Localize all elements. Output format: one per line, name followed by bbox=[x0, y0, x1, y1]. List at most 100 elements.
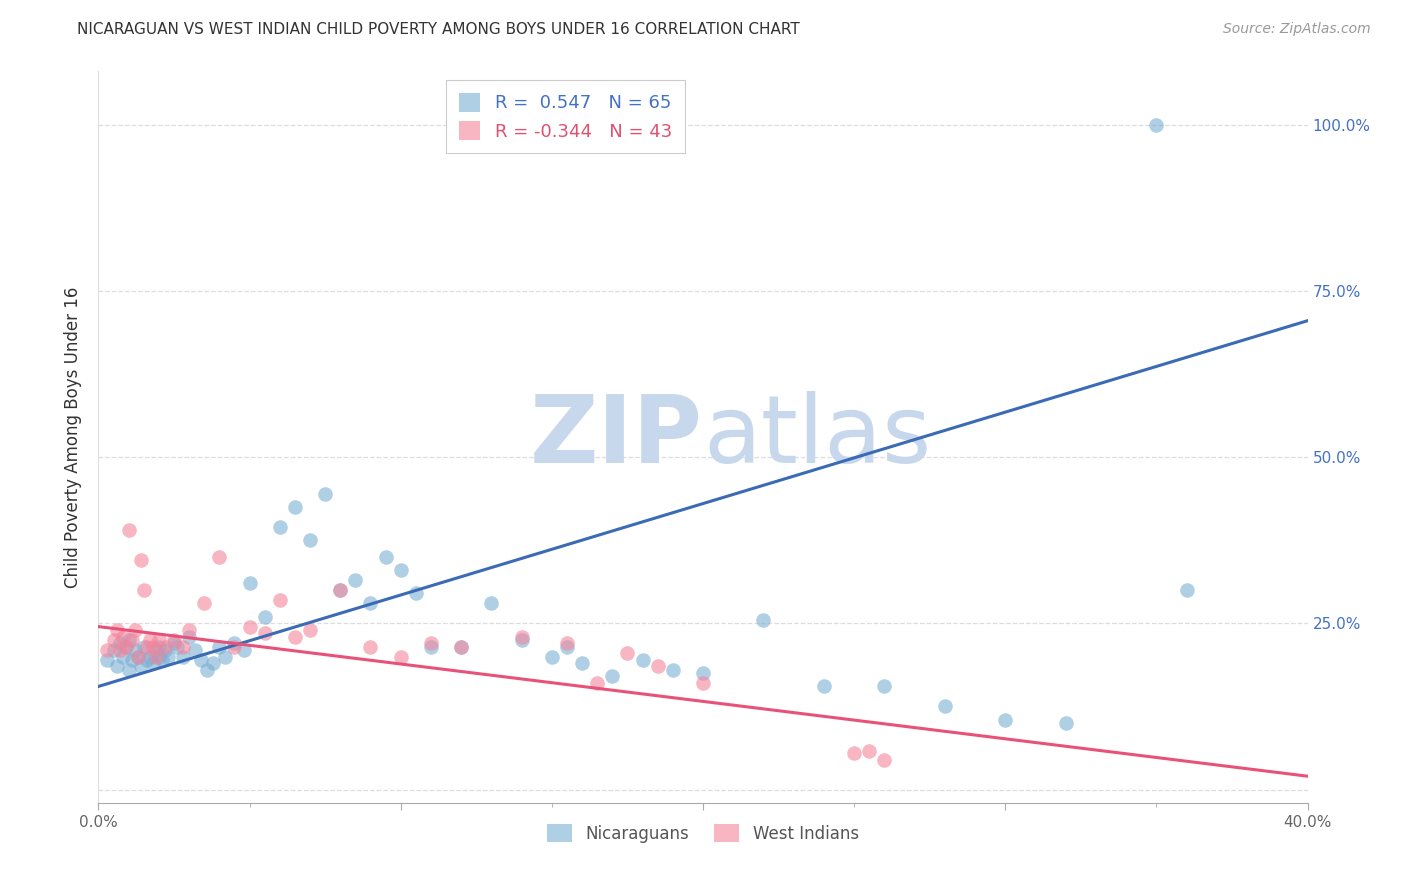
Point bbox=[208, 549, 231, 564]
Point bbox=[389, 563, 412, 577]
Point bbox=[108, 636, 131, 650]
Point bbox=[239, 576, 262, 591]
Point bbox=[96, 643, 118, 657]
Point bbox=[692, 666, 714, 681]
Point bbox=[135, 640, 157, 654]
Point bbox=[360, 640, 382, 654]
Point bbox=[873, 753, 896, 767]
Point bbox=[450, 640, 472, 654]
Point bbox=[389, 649, 412, 664]
Point bbox=[103, 632, 125, 647]
Point bbox=[873, 680, 896, 694]
Point bbox=[114, 640, 136, 654]
Point bbox=[118, 632, 141, 647]
Point bbox=[129, 553, 152, 567]
Point bbox=[193, 596, 215, 610]
Point bbox=[224, 640, 246, 654]
Point bbox=[631, 653, 654, 667]
Point bbox=[124, 623, 146, 637]
Point bbox=[129, 659, 152, 673]
Point bbox=[647, 659, 669, 673]
Point bbox=[232, 643, 254, 657]
Point bbox=[1144, 118, 1167, 132]
Point bbox=[124, 643, 146, 657]
Point bbox=[329, 582, 352, 597]
Point bbox=[844, 746, 866, 760]
Point bbox=[555, 640, 578, 654]
Point bbox=[571, 656, 593, 670]
Point bbox=[481, 596, 503, 610]
Point bbox=[179, 623, 201, 637]
Point bbox=[202, 656, 225, 670]
Text: Source: ZipAtlas.com: Source: ZipAtlas.com bbox=[1223, 22, 1371, 37]
Point bbox=[284, 630, 307, 644]
Point bbox=[253, 626, 276, 640]
Point bbox=[239, 619, 262, 633]
Point bbox=[510, 630, 533, 644]
Point bbox=[172, 640, 194, 654]
Point bbox=[540, 649, 562, 664]
Point bbox=[602, 669, 624, 683]
Point bbox=[135, 653, 157, 667]
Point bbox=[142, 656, 165, 670]
Point bbox=[156, 649, 179, 664]
Point bbox=[253, 609, 276, 624]
Point bbox=[224, 636, 246, 650]
Point bbox=[153, 640, 176, 654]
Point bbox=[96, 653, 118, 667]
Point bbox=[1175, 582, 1198, 597]
Point bbox=[510, 632, 533, 647]
Point bbox=[420, 636, 443, 650]
Text: ZIP: ZIP bbox=[530, 391, 703, 483]
Point bbox=[190, 653, 212, 667]
Point bbox=[179, 630, 201, 644]
Point bbox=[145, 643, 167, 657]
Point bbox=[127, 649, 149, 664]
Point bbox=[934, 699, 956, 714]
Point bbox=[284, 500, 307, 514]
Point bbox=[121, 632, 143, 647]
Point bbox=[139, 649, 162, 664]
Point bbox=[148, 640, 170, 654]
Point bbox=[661, 663, 683, 677]
Point bbox=[195, 663, 218, 677]
Point bbox=[105, 623, 128, 637]
Point bbox=[555, 636, 578, 650]
Point bbox=[108, 643, 131, 657]
Y-axis label: Child Poverty Among Boys Under 16: Child Poverty Among Boys Under 16 bbox=[65, 286, 83, 588]
Point bbox=[111, 630, 134, 644]
Point bbox=[153, 643, 176, 657]
Point bbox=[858, 744, 880, 758]
Point bbox=[148, 632, 170, 647]
Point bbox=[111, 649, 134, 664]
Point bbox=[616, 646, 638, 660]
Point bbox=[103, 643, 125, 657]
Point bbox=[139, 632, 162, 647]
Point bbox=[752, 613, 775, 627]
Point bbox=[184, 643, 207, 657]
Point bbox=[994, 713, 1017, 727]
Point bbox=[214, 649, 236, 664]
Text: atlas: atlas bbox=[703, 391, 931, 483]
Point bbox=[148, 649, 170, 664]
Point bbox=[299, 623, 322, 637]
Point bbox=[150, 653, 173, 667]
Legend: Nicaraguans, West Indians: Nicaraguans, West Indians bbox=[540, 818, 866, 849]
Point bbox=[121, 653, 143, 667]
Point bbox=[299, 533, 322, 548]
Point bbox=[314, 486, 336, 500]
Point bbox=[269, 593, 291, 607]
Point bbox=[208, 640, 231, 654]
Point bbox=[374, 549, 396, 564]
Point bbox=[405, 586, 427, 600]
Point bbox=[813, 680, 835, 694]
Point bbox=[450, 640, 472, 654]
Point bbox=[166, 640, 188, 654]
Point bbox=[105, 659, 128, 673]
Point bbox=[420, 640, 443, 654]
Point bbox=[692, 676, 714, 690]
Point bbox=[118, 663, 141, 677]
Point bbox=[163, 636, 186, 650]
Point bbox=[127, 649, 149, 664]
Point bbox=[132, 640, 155, 654]
